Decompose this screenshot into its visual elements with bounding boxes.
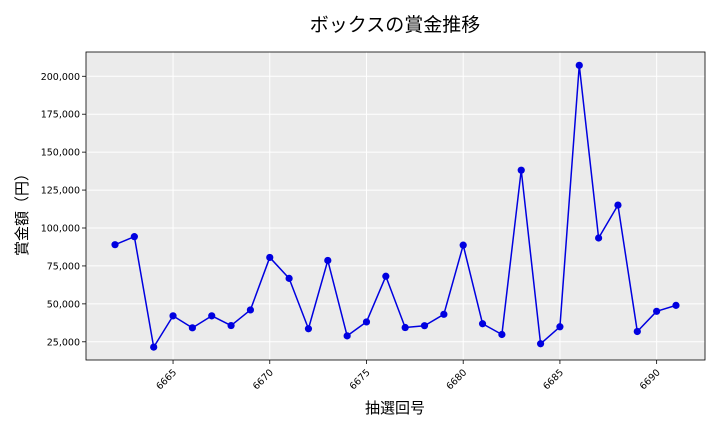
data-point <box>517 166 525 174</box>
data-point <box>362 318 371 326</box>
data-point <box>266 253 274 262</box>
data-point <box>459 241 467 249</box>
y-tick-label: 100,000 <box>41 224 80 235</box>
y-tick-label: 150,000 <box>41 148 80 159</box>
chart-title: ボックスの賞金推移 <box>310 14 480 36</box>
data-point <box>420 322 429 330</box>
x-tick-label: 6685 <box>541 367 566 392</box>
plot-area <box>86 52 705 360</box>
data-point <box>498 330 506 339</box>
plot-frame <box>85 51 706 361</box>
data-point <box>304 325 313 333</box>
data-point <box>575 61 583 69</box>
x-tick-label: 6670 <box>251 367 276 392</box>
y-tick-label: 50,000 <box>47 299 80 310</box>
data-point <box>150 343 158 351</box>
x-axis-label: 抽選回号 <box>365 399 425 417</box>
data-point <box>672 301 680 309</box>
data-point <box>188 324 196 332</box>
x-tick-label: 6680 <box>444 367 469 392</box>
y-tick-label: 125,000 <box>41 186 80 197</box>
x-tick-label: 6675 <box>348 367 373 392</box>
data-point <box>478 320 487 328</box>
series <box>111 61 680 351</box>
y-tick-label: 25,000 <box>47 337 80 348</box>
data-point <box>246 306 255 314</box>
data-point <box>653 307 661 315</box>
y-tick-label: 175,000 <box>41 110 80 121</box>
data-point <box>324 256 332 265</box>
data-point <box>382 272 390 280</box>
data-point <box>401 323 409 332</box>
x-tick-label: 6665 <box>154 367 179 392</box>
y-axis-label: 賞金額（円） <box>13 166 31 256</box>
data-point <box>614 201 622 209</box>
data-point <box>227 321 235 330</box>
y-tick-label: 75,000 <box>47 261 80 272</box>
data-point <box>595 234 603 242</box>
data-point <box>536 340 545 348</box>
data-point <box>633 327 641 336</box>
data-point <box>208 312 216 320</box>
data-point <box>169 312 177 320</box>
y-tick-label: 200,000 <box>41 72 80 83</box>
data-point <box>440 310 448 318</box>
series-line <box>114 64 677 348</box>
data-point <box>130 233 138 241</box>
data-point <box>343 332 351 340</box>
data-point <box>111 241 119 249</box>
x-tick-label: 6690 <box>638 367 663 392</box>
data-point <box>556 323 564 331</box>
data-point <box>285 274 293 282</box>
